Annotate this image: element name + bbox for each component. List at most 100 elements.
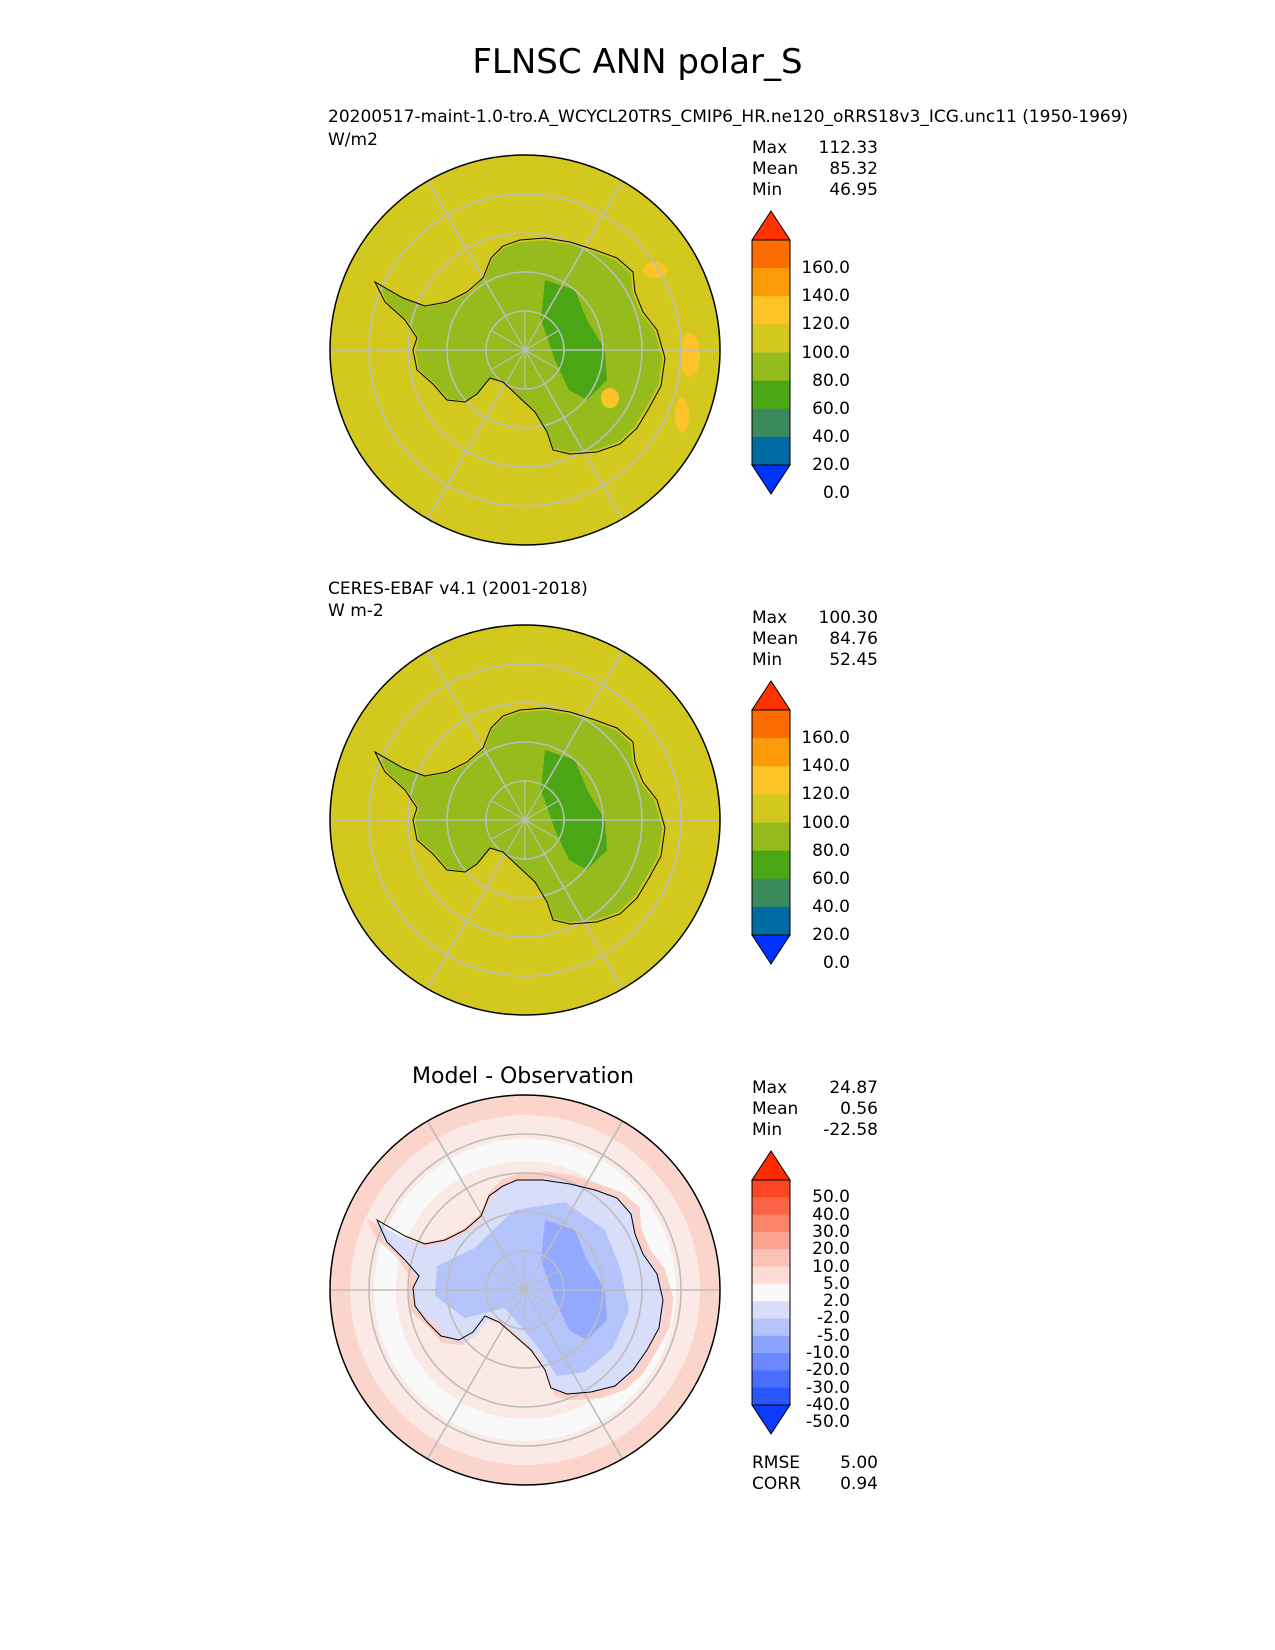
interior-field bbox=[541, 280, 607, 400]
meridian-line bbox=[504, 1289, 526, 1325]
meridian-line bbox=[490, 799, 526, 821]
colorbar-segment bbox=[752, 710, 790, 739]
colorbar-segment bbox=[752, 1180, 790, 1198]
colorbar-segment bbox=[752, 268, 790, 297]
colorbar-tick-label: 40.0 bbox=[812, 1204, 850, 1225]
colorbar-frame bbox=[751, 239, 791, 466]
colorbar-tick-label: 120.0 bbox=[801, 784, 850, 805]
colorbar-frame bbox=[751, 1179, 791, 1406]
panel3-metric-label: RMSE bbox=[752, 1453, 801, 1473]
meridian-line bbox=[504, 315, 526, 351]
colorbar-tick-label: -10.0 bbox=[806, 1343, 850, 1364]
colorbar-tick-label: 30.0 bbox=[812, 1221, 850, 1242]
meridian-line bbox=[524, 819, 560, 841]
meridian-line bbox=[490, 329, 526, 351]
colorbar-segment bbox=[752, 1266, 790, 1285]
panel2-stat-label: Mean bbox=[752, 629, 799, 649]
panel1-stat-label: Min bbox=[752, 180, 783, 200]
meridian-line bbox=[524, 1269, 560, 1291]
colorbar-tick-label: -2.0 bbox=[816, 1308, 850, 1329]
colorbar-segment bbox=[752, 1214, 790, 1233]
meridian-line bbox=[490, 1269, 526, 1291]
panel1-stat-label: Mean bbox=[752, 159, 799, 179]
colorbar-segment bbox=[752, 794, 790, 823]
coastline bbox=[373, 237, 666, 455]
colorbar-segment bbox=[752, 324, 790, 353]
colorbar-segment bbox=[752, 1231, 790, 1250]
panel2-stat-label: Min bbox=[752, 650, 783, 670]
colorbar-tick-label: -30.0 bbox=[806, 1377, 850, 1398]
panel3-metric-value: 0.94 bbox=[840, 1474, 878, 1494]
warm-patch bbox=[675, 397, 689, 433]
panel3-stat-value: 24.87 bbox=[829, 1078, 878, 1098]
colorbar-segment bbox=[752, 408, 790, 438]
colorbar-segment bbox=[752, 1249, 790, 1268]
panel2-stat-value: 100.30 bbox=[818, 608, 878, 628]
colorbar-segment bbox=[752, 1387, 790, 1406]
colorbar-segment bbox=[752, 436, 790, 466]
meridian-line bbox=[490, 1289, 526, 1311]
colorbar-segment bbox=[752, 822, 790, 852]
meridian-line bbox=[426, 650, 507, 787]
meridian-line bbox=[543, 853, 624, 990]
panel1-title: 20200517-maint-1.0-tro.A_WCYCL20TRS_CMIP… bbox=[328, 107, 1129, 127]
meridian-line bbox=[426, 1323, 507, 1460]
colorbar-segment bbox=[752, 1283, 790, 1302]
meridian-line bbox=[543, 650, 624, 787]
panel2-stat-label: Max bbox=[752, 608, 788, 628]
meridian-line bbox=[524, 1289, 560, 1311]
panel3-colorbar-ticks: 50.0 40.0 30.0 20.0 10.0 5.0 2.0 -2.0 -5.0 -10.0-… bbox=[760, 1150, 860, 1435]
colorbar-segment bbox=[752, 352, 790, 382]
meridian-line bbox=[504, 819, 526, 855]
colorbar-tick-label: 5.0 bbox=[822, 1273, 850, 1294]
meridian-line bbox=[524, 1255, 546, 1291]
panel3-stats: Max 24.87 Mean 0.56 Min -22.58 bbox=[752, 1078, 878, 1141]
colorbar-segment bbox=[752, 1318, 790, 1337]
colorbar-tick-label: 60.0 bbox=[812, 398, 850, 419]
colorbar-tick-label: -40.0 bbox=[806, 1395, 850, 1415]
ice-sheet-field bbox=[378, 240, 663, 452]
colorbar-tick-label: 40.0 bbox=[812, 896, 850, 917]
map-border bbox=[329, 624, 721, 1016]
colorbar-segment bbox=[752, 738, 790, 767]
colorbar-segment bbox=[752, 296, 790, 325]
panel3-colorbar bbox=[751, 1150, 791, 1435]
colorbar-segment bbox=[752, 1353, 790, 1371]
meridian-line bbox=[524, 329, 560, 351]
panel3-stat-label: Min bbox=[752, 1120, 783, 1140]
meridian-line bbox=[524, 785, 546, 821]
meridian-line bbox=[543, 180, 624, 317]
panel1-polar-map bbox=[329, 154, 721, 546]
meridian-line bbox=[524, 349, 560, 371]
warm-patch bbox=[601, 388, 619, 408]
colorbar-tick-label: 100.0 bbox=[801, 342, 850, 363]
panel2-stats: Max 100.30 Mean 84.76 Min 52.45 bbox=[752, 608, 878, 671]
panel1-stat-value: 85.32 bbox=[829, 159, 878, 179]
colorbar-segment bbox=[752, 1370, 790, 1389]
panel1-stat-label: Max bbox=[752, 138, 788, 158]
colorbar-segment bbox=[752, 380, 790, 410]
meridian-line bbox=[504, 349, 526, 385]
panel3-metrics: RMSE 5.00 CORR 0.94 bbox=[752, 1453, 878, 1495]
panel3-title: Model - Observation bbox=[412, 1064, 634, 1089]
panel1-units: W/m2 bbox=[328, 130, 378, 150]
colorbar-tick-label: 0.0 bbox=[822, 483, 850, 504]
colorbar-tick-label: 120.0 bbox=[801, 314, 850, 335]
panel3-stat-value: -22.58 bbox=[823, 1120, 878, 1140]
colorbar-tick-label: 20.0 bbox=[812, 925, 850, 945]
colorbar-tick-label: 40.0 bbox=[812, 426, 850, 447]
colorbar-segment bbox=[752, 850, 790, 880]
panel1-stat-value: 112.33 bbox=[818, 138, 878, 158]
meridian-line bbox=[524, 799, 560, 821]
colorbar-frame bbox=[751, 709, 791, 936]
colorbar-segment bbox=[752, 240, 790, 269]
interior-core bbox=[541, 1220, 607, 1340]
meridian-line bbox=[504, 1255, 526, 1291]
colorbar-tick-label: 80.0 bbox=[812, 370, 850, 391]
panel2-colorbar bbox=[751, 680, 791, 965]
meridian-line bbox=[504, 785, 526, 821]
meridian-line bbox=[543, 1323, 624, 1460]
meridian-line bbox=[426, 180, 507, 317]
panel1-colorbar-ticks: 160.0 140.0 120.0 100.0 80.0 60.0 40.0 20.0 0.0 bbox=[760, 210, 860, 502]
panel3-stat-label: Max bbox=[752, 1078, 788, 1098]
